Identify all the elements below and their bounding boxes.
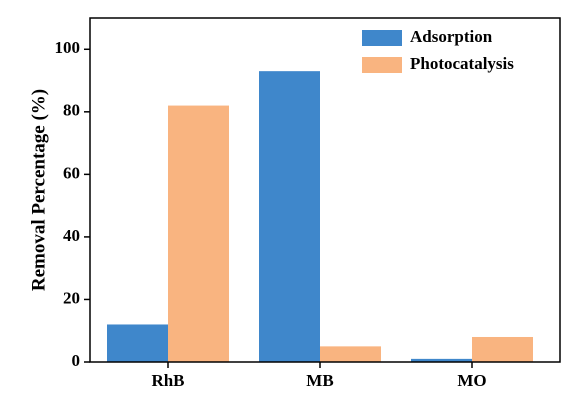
y-tick-label: 100: [55, 38, 81, 57]
bar: [107, 324, 168, 362]
y-tick-label: 40: [63, 226, 80, 245]
legend-swatch: [362, 57, 402, 73]
legend-swatch: [362, 30, 402, 46]
bar: [168, 105, 229, 363]
y-tick-label: 80: [63, 101, 80, 120]
plot-frame: [89, 17, 561, 363]
y-axis-label: Removal Percentage (%): [28, 89, 49, 291]
legend-label: Adsorption: [410, 27, 493, 46]
y-tick-label: 0: [72, 351, 81, 370]
x-tick-label: MO: [457, 371, 486, 390]
bar: [411, 358, 472, 362]
legend-label: Photocatalysis: [410, 54, 514, 73]
x-tick-label: RhB: [151, 371, 184, 390]
bar: [472, 336, 533, 362]
bar: [320, 346, 381, 362]
x-tick-label: MB: [306, 371, 333, 390]
y-tick-label: 60: [63, 163, 80, 182]
bar: [259, 71, 320, 362]
y-tick-label: 20: [63, 288, 80, 307]
